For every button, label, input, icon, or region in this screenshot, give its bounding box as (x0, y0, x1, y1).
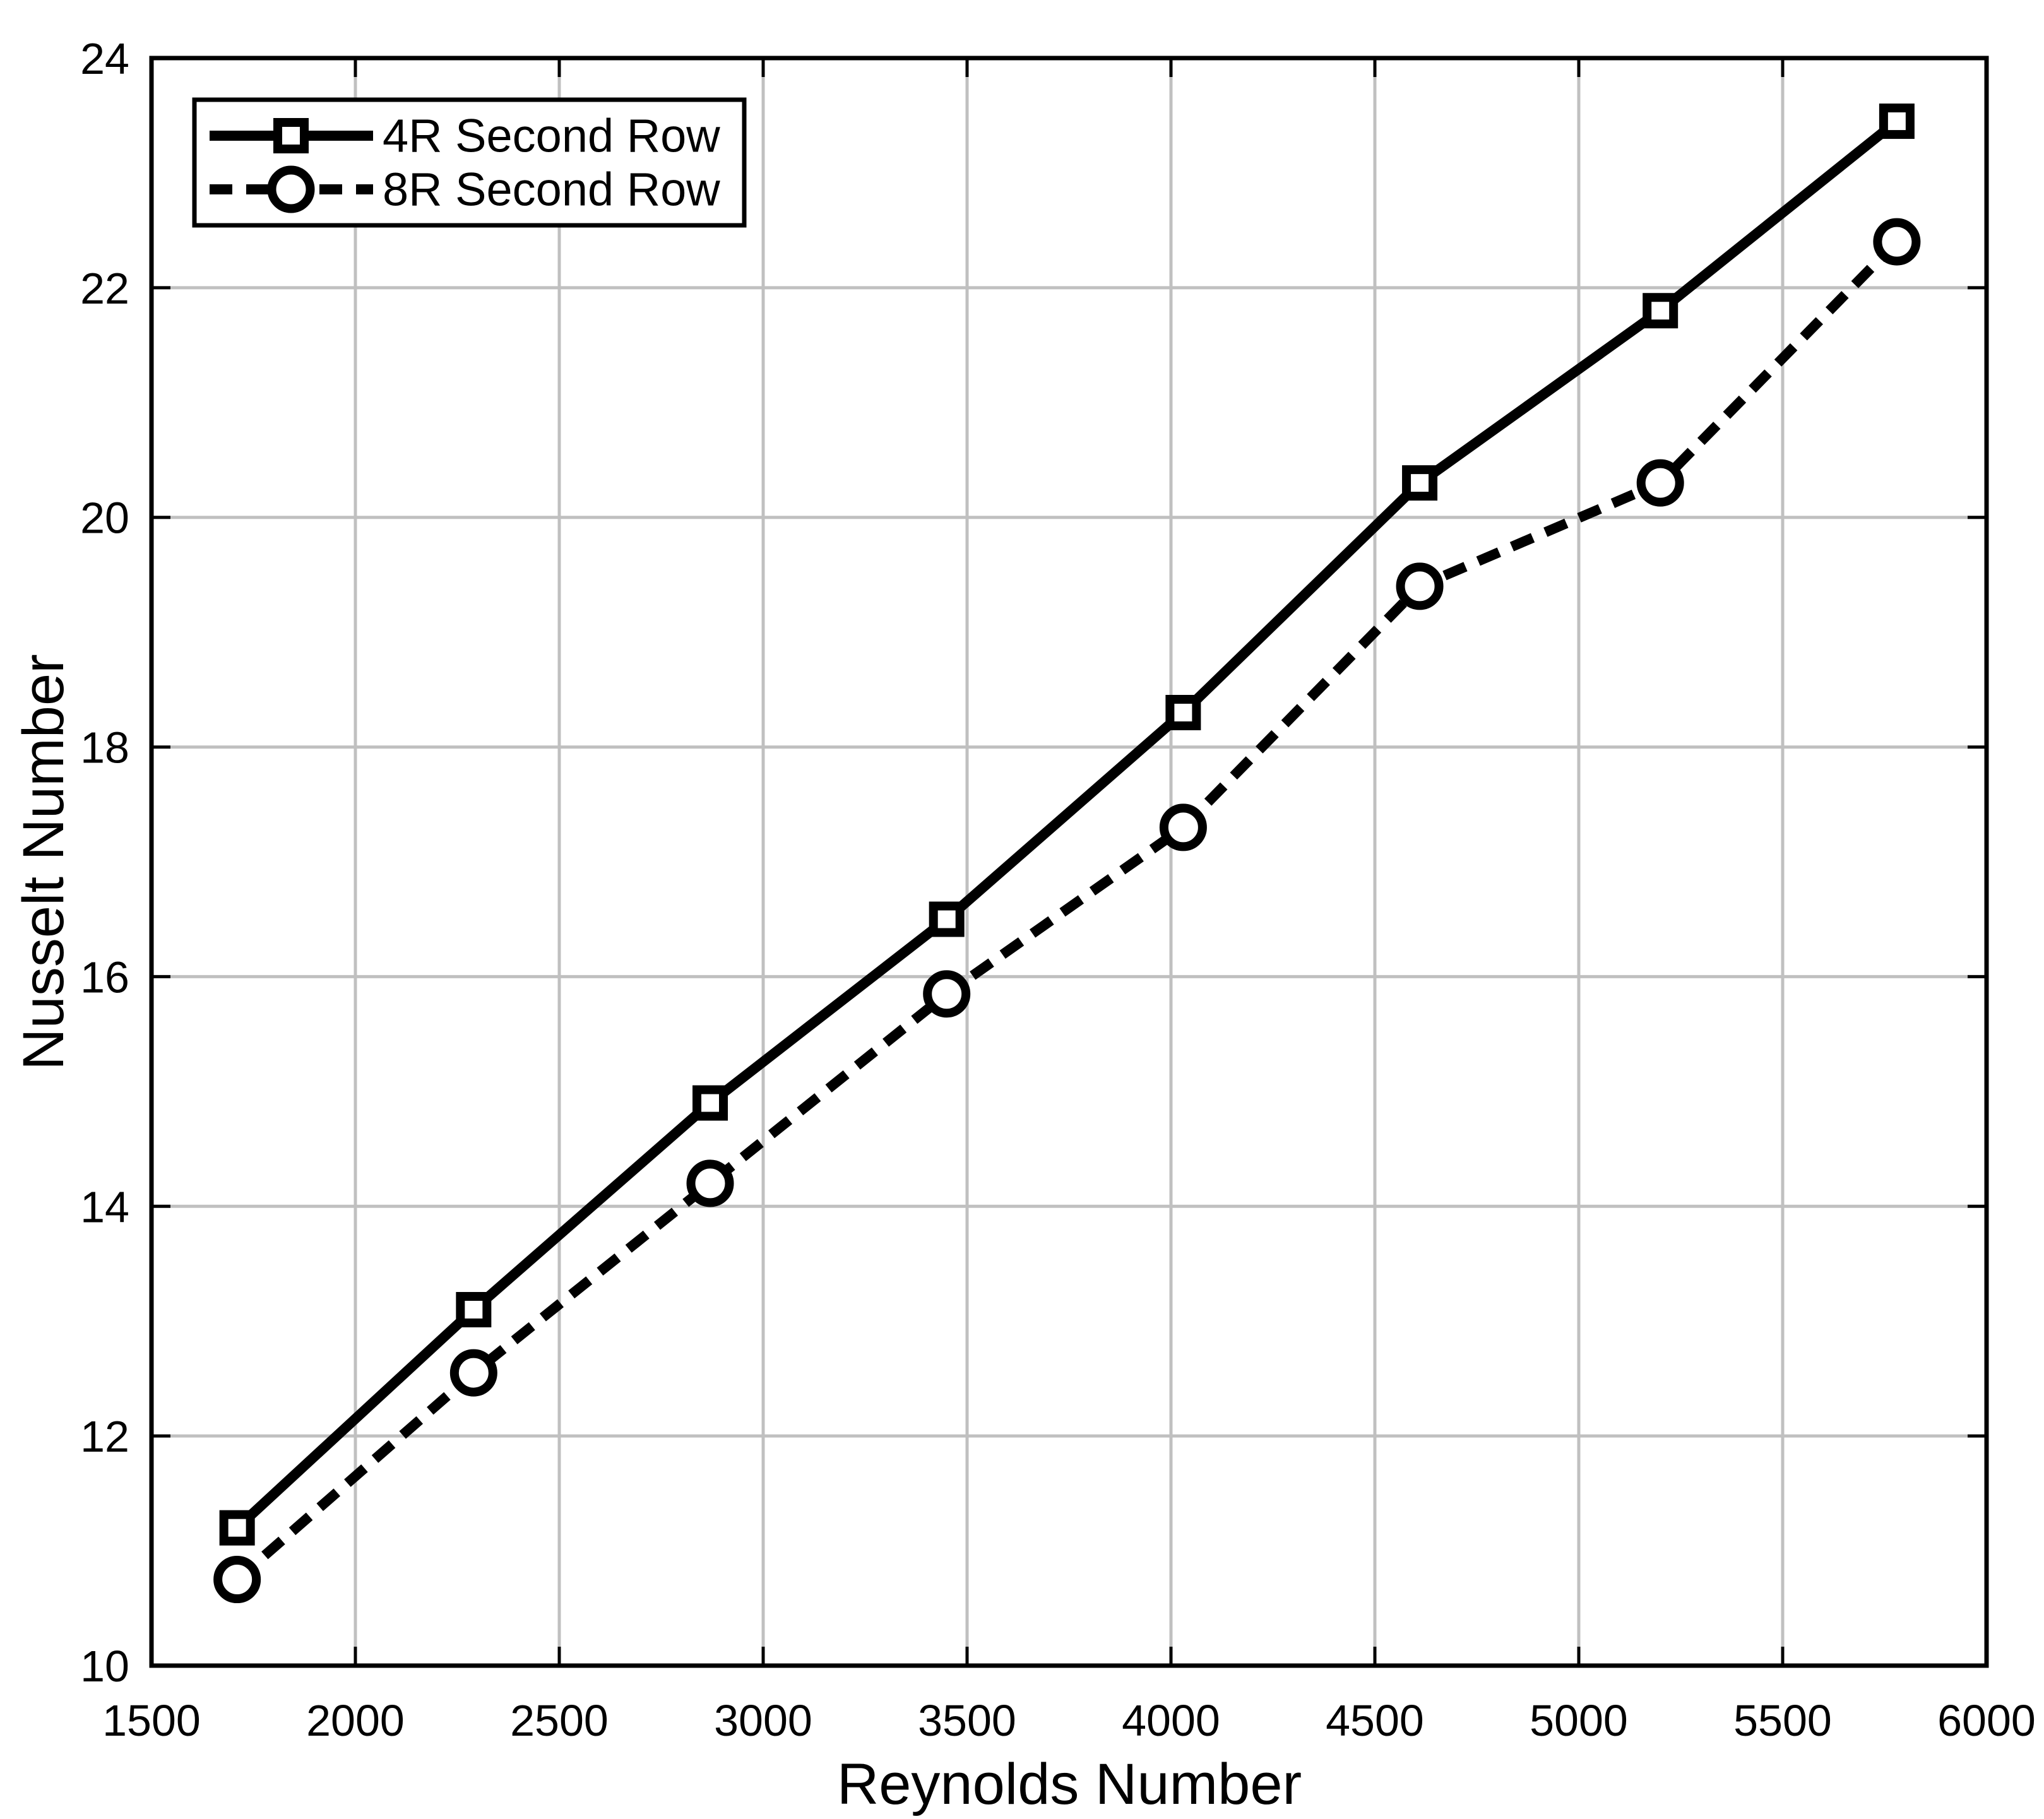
tick-label-x-5500: 5500 (1733, 1696, 1832, 1745)
legend-marker-square (273, 118, 309, 153)
data-point-circle-7 (1873, 218, 1921, 266)
tick-label-y-22: 22 (80, 264, 129, 313)
data-point-circle-1 (449, 1349, 497, 1397)
tick-label-y-18: 18 (80, 723, 129, 773)
data-point-square-2 (692, 1085, 728, 1121)
tick-label-y-12: 12 (80, 1412, 129, 1461)
tick-label-x-3500: 3500 (918, 1696, 1016, 1745)
data-point-circle-6 (1636, 459, 1684, 507)
legend-marker-circle (267, 165, 315, 213)
series-line-circle (234, 238, 1901, 1584)
tick-label-y-10: 10 (80, 1642, 129, 1691)
tick-label-y-16: 16 (80, 952, 129, 1002)
data-point-circle-3 (923, 970, 971, 1018)
data-point-square-4 (1165, 694, 1201, 730)
tick-label-x-1500: 1500 (102, 1696, 201, 1745)
tick-label-x-6000: 6000 (1937, 1696, 2036, 1745)
plot-frame (149, 56, 1989, 1668)
tick-labels: 1500 2000 2500 3000 3500 4000 4500 5000 5500 6000… (80, 34, 2036, 1745)
data-markers (213, 104, 1921, 1604)
data-point-square-5 (1402, 465, 1438, 501)
legend-samples (210, 118, 373, 213)
tick-label-y-14: 14 (80, 1182, 129, 1231)
tick-label-x-5000: 5000 (1530, 1696, 1628, 1745)
x-axis-label: Reynolds Number (837, 1752, 1302, 1816)
data-point-square-7 (1879, 104, 1915, 139)
data-point-circle-4 (1159, 803, 1207, 851)
tick-label-x-2000: 2000 (306, 1696, 405, 1745)
series-line-square (234, 117, 1900, 1532)
data-point-circle-5 (1396, 562, 1444, 610)
series-lines (234, 117, 1901, 1584)
legend: 4R Second Row 8R Second Row (192, 97, 747, 228)
y-axis-label: Nusselt Number (11, 654, 76, 1070)
data-point-square-6 (1643, 293, 1679, 329)
legend-label-4r: 4R Second Row (383, 110, 720, 162)
gridlines (152, 58, 1987, 1666)
tick-label-y-24: 24 (80, 34, 129, 83)
data-point-square-1 (456, 1292, 492, 1328)
axis-ticks (150, 56, 1988, 1668)
tick-label-x-4000: 4000 (1122, 1696, 1220, 1745)
data-point-square-3 (929, 901, 965, 937)
legend-label-8r: 8R Second Row (383, 163, 720, 216)
tick-label-x-2500: 2500 (510, 1696, 609, 1745)
tick-label-y-20: 20 (80, 494, 129, 543)
data-point-square-0 (219, 1510, 255, 1546)
data-point-circle-2 (686, 1159, 734, 1207)
data-point-circle-0 (213, 1556, 261, 1604)
tick-label-x-3000: 3000 (714, 1696, 812, 1745)
tick-label-x-4500: 4500 (1326, 1696, 1424, 1745)
